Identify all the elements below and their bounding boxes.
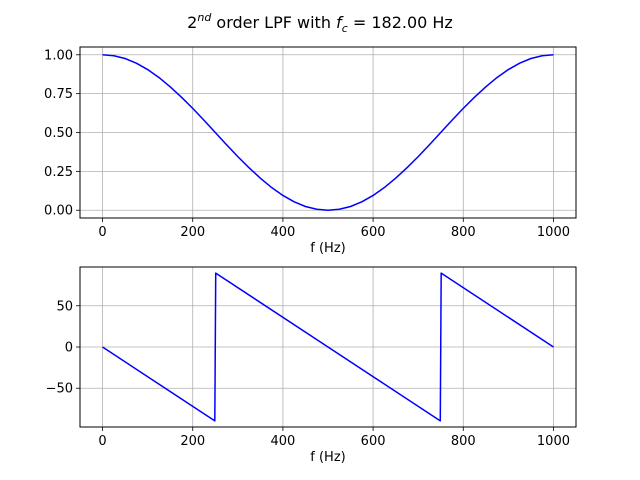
y-tick-label: 0.75 [44, 87, 73, 102]
data-series-line [102, 54, 554, 211]
y-tick-label: 0.25 [44, 165, 73, 180]
x-tick-label: 600 [361, 225, 386, 240]
x-axis-label: f (Hz) [310, 450, 345, 465]
x-axis-label: f (Hz) [310, 241, 345, 256]
title-text: order LPF with [211, 13, 336, 32]
magnitude-plot: 0 200 400 600 800 1000 0.00 0.25 0.50 0.75 1.00 f (… [44, 46, 577, 256]
y-tick-label: 0.00 [44, 204, 73, 219]
x-tick-label: 800 [451, 225, 476, 240]
data-series-line [102, 272, 554, 422]
x-tick-label: 800 [451, 434, 476, 449]
phase-plot: 0 200 400 600 800 1000 −50 0 50 f (Hz) [46, 266, 577, 465]
x-tick-label: 400 [270, 434, 295, 449]
title-superscript: nd [197, 11, 212, 24]
title-variable: f [336, 13, 344, 32]
y-tick-label: 0.50 [44, 126, 73, 141]
y-tick-label: 50 [56, 299, 73, 314]
title-number: 2 [187, 13, 197, 32]
x-tick-label: 1000 [537, 434, 570, 449]
x-tick-label: 0 [98, 225, 106, 240]
x-tick-label: 0 [98, 434, 106, 449]
figure-title: 2nd order LPF with fc = 182.00 Hz [187, 11, 453, 35]
x-tick-label: 400 [270, 225, 295, 240]
x-tick-label: 200 [180, 434, 205, 449]
y-tick-label: 0 [65, 341, 73, 356]
x-tick-label: 1000 [537, 225, 570, 240]
title-subscript: c [342, 22, 348, 35]
title-value: = 182.00 Hz [348, 13, 453, 32]
y-tick-label: 1.00 [44, 48, 73, 63]
x-tick-label: 600 [361, 434, 386, 449]
x-tick-label: 200 [180, 225, 205, 240]
y-tick-label: −50 [46, 382, 73, 397]
